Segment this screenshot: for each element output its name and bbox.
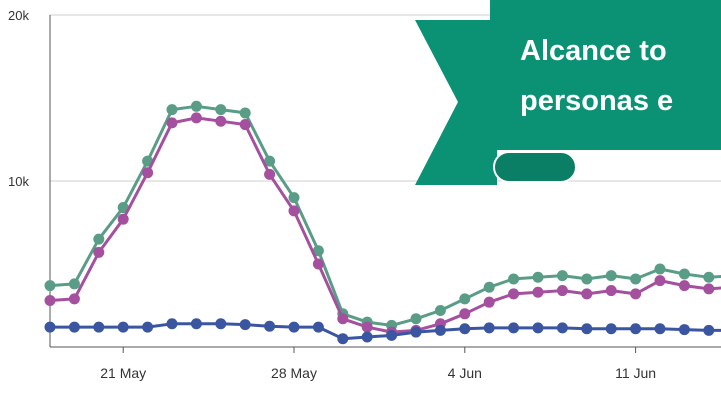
data-point xyxy=(678,324,690,336)
y-tick-label: 20k xyxy=(8,8,29,23)
data-point xyxy=(361,321,373,333)
data-point xyxy=(239,107,251,119)
data-point xyxy=(386,329,398,341)
data-point xyxy=(312,245,324,257)
data-point xyxy=(508,273,520,285)
data-point xyxy=(556,270,568,282)
data-point xyxy=(190,100,202,112)
data-point xyxy=(556,322,568,334)
data-point xyxy=(337,333,349,345)
data-point xyxy=(142,321,154,333)
data-point xyxy=(239,319,251,331)
data-point xyxy=(312,258,324,270)
data-point xyxy=(434,324,446,336)
data-point xyxy=(288,192,300,204)
data-point xyxy=(215,115,227,127)
data-point xyxy=(434,304,446,316)
data-point xyxy=(264,155,276,167)
data-point xyxy=(117,202,129,214)
data-point xyxy=(166,117,178,129)
data-point xyxy=(93,233,105,245)
data-point xyxy=(68,321,80,333)
title-banner: Alcance to personas e xyxy=(415,0,721,185)
data-point xyxy=(532,286,544,298)
data-point xyxy=(581,288,593,300)
data-point xyxy=(678,280,690,292)
data-point xyxy=(215,104,227,116)
series-line-magenta xyxy=(49,116,721,334)
data-point xyxy=(508,322,520,334)
data-point xyxy=(459,308,471,320)
data-point xyxy=(703,324,715,336)
data-point xyxy=(678,268,690,280)
data-point xyxy=(654,275,666,287)
x-tick-label: 28 May xyxy=(271,365,317,381)
data-point xyxy=(190,112,202,124)
data-point xyxy=(361,331,373,343)
banner-fold xyxy=(415,20,497,185)
data-point xyxy=(630,288,642,300)
banner-curl xyxy=(493,151,577,183)
data-point xyxy=(166,318,178,330)
data-point xyxy=(654,263,666,275)
data-point xyxy=(190,318,202,330)
banner-title-line-1: Alcance to xyxy=(520,35,667,67)
data-point xyxy=(630,273,642,285)
data-point xyxy=(93,321,105,333)
data-point xyxy=(654,323,666,335)
data-point xyxy=(142,167,154,179)
data-point xyxy=(264,320,276,332)
data-point xyxy=(459,323,471,335)
data-point xyxy=(630,323,642,335)
data-point xyxy=(483,322,495,334)
series-green xyxy=(44,100,721,331)
data-point xyxy=(117,213,129,225)
banner-title-line-2: personas e xyxy=(520,85,673,117)
data-point xyxy=(44,280,56,292)
series-navy xyxy=(44,318,721,345)
data-point xyxy=(68,278,80,290)
data-point xyxy=(93,246,105,258)
data-point xyxy=(483,296,495,308)
data-point xyxy=(605,323,617,335)
data-point xyxy=(532,322,544,334)
data-point xyxy=(312,321,324,333)
data-point xyxy=(410,326,422,338)
data-point xyxy=(337,313,349,325)
data-point xyxy=(556,285,568,297)
data-point xyxy=(44,321,56,333)
data-point xyxy=(605,285,617,297)
data-point xyxy=(68,293,80,305)
y-tick-label: 10k xyxy=(8,174,29,189)
x-tick-labels: 21 May 28 May 4 Jun 11 Jun xyxy=(100,347,656,381)
data-point xyxy=(703,283,715,295)
data-point xyxy=(264,168,276,180)
x-tick-label: 21 May xyxy=(100,365,146,381)
data-point xyxy=(703,271,715,283)
data-point xyxy=(239,119,251,131)
data-point xyxy=(581,323,593,335)
data-point xyxy=(117,321,129,333)
data-point xyxy=(215,318,227,330)
data-point xyxy=(532,271,544,283)
data-point xyxy=(44,295,56,307)
data-point xyxy=(288,321,300,333)
data-point xyxy=(605,270,617,282)
data-point xyxy=(410,313,422,325)
data-point xyxy=(288,205,300,217)
series xyxy=(44,100,721,345)
data-point xyxy=(508,288,520,300)
x-tick-label: 4 Jun xyxy=(448,365,482,381)
data-point xyxy=(483,281,495,293)
x-tick-label: 11 Jun xyxy=(615,365,656,381)
data-point xyxy=(581,273,593,285)
y-tick-labels: 10k 20k xyxy=(8,8,29,189)
data-point xyxy=(166,104,178,116)
data-point xyxy=(459,293,471,305)
banner-body xyxy=(490,0,721,150)
axes xyxy=(49,15,721,348)
